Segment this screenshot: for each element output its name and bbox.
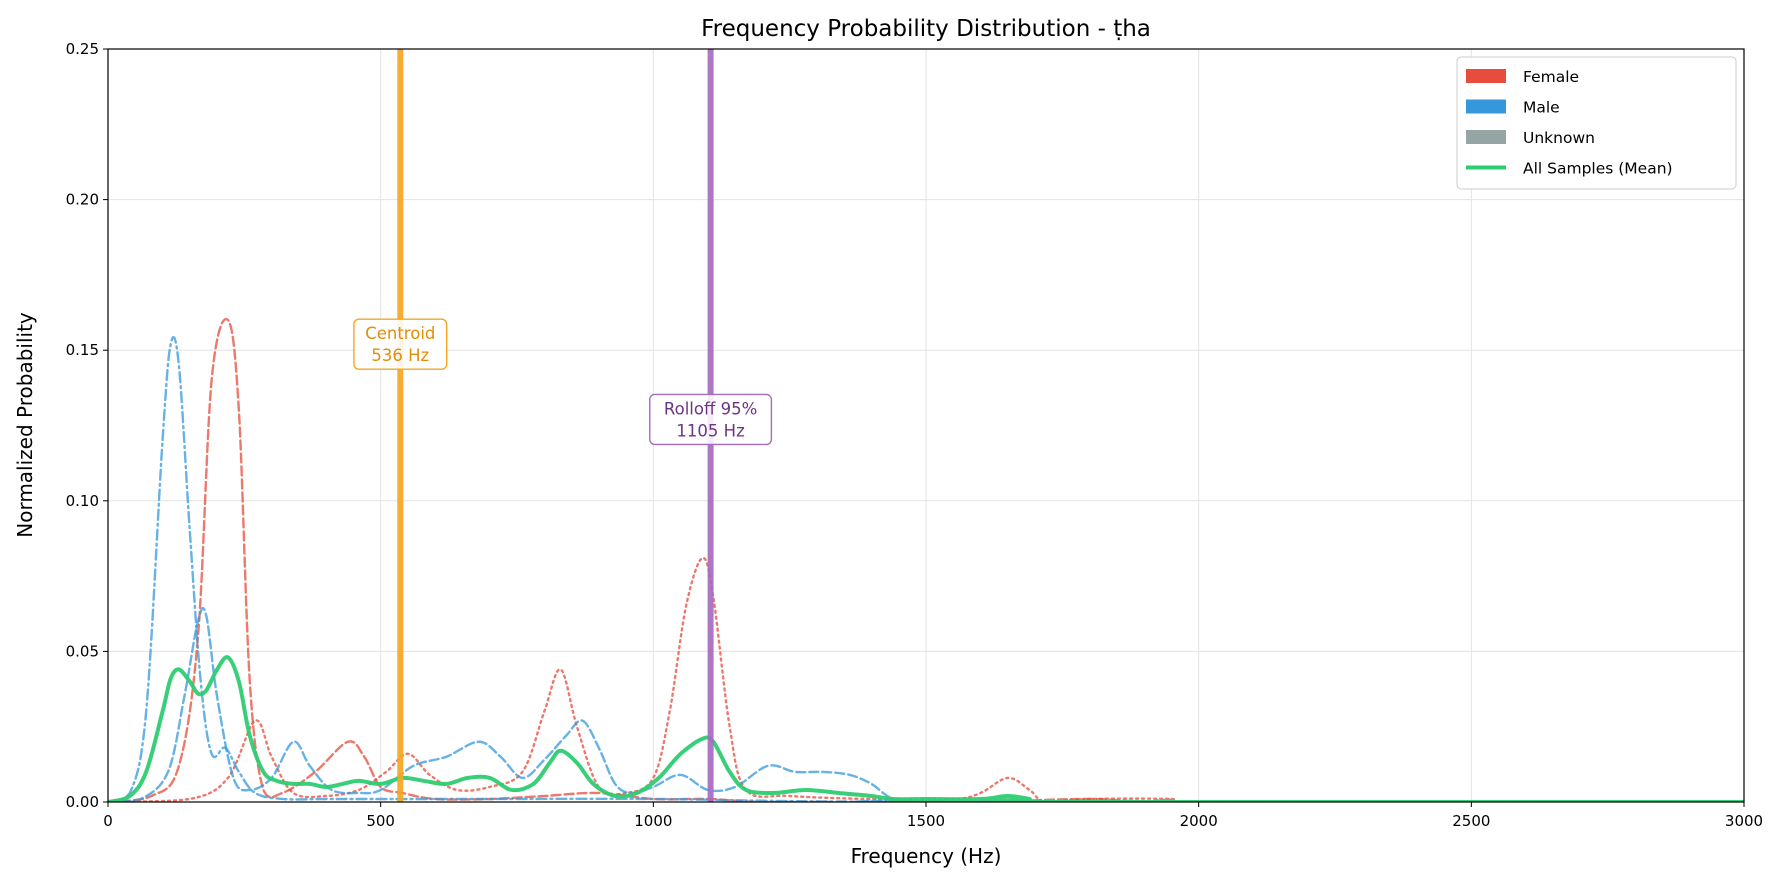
series-line-male-dashed — [108, 606, 1744, 802]
chart-title: Frequency Probability Distribution - ṭha — [701, 16, 1151, 42]
y-axis: 0.00 0.05 0.10 0.15 0.20 0.25 — [66, 40, 108, 811]
rolloff-annotation: Rolloff 95% 1105 Hz — [649, 393, 773, 446]
legend-swatch-male — [1466, 99, 1506, 114]
x-tick-label: 1000 — [634, 812, 672, 830]
y-tick-label: 0.15 — [66, 341, 99, 359]
y-tick-label: 0.10 — [66, 492, 99, 510]
annotations: Centroid 536 Hz Rolloff 95% 1105 Hz — [353, 318, 773, 446]
x-tick-label: 2000 — [1180, 812, 1218, 830]
centroid-annotation-text: Centroid — [365, 324, 435, 343]
series-line-all-samples-mean--solid — [108, 655, 1744, 802]
centroid-annotation: Centroid 536 Hz — [353, 318, 448, 370]
y-tick-label: 0.20 — [66, 191, 99, 209]
legend-label-female: Female — [1523, 68, 1579, 86]
legend-swatch-female — [1466, 69, 1506, 83]
x-axis: 0 500 1000 1500 2000 2500 3000 — [103, 802, 1763, 830]
legend: Female Male Unknown All Samples (Mean) — [1456, 56, 1737, 190]
rolloff-annotation-text: 1105 Hz — [676, 421, 744, 440]
legend-label-all-samples-mean: All Samples (Mean) — [1523, 160, 1673, 178]
x-tick-label: 500 — [366, 812, 395, 830]
legend-swatch-unknown — [1466, 130, 1506, 144]
x-axis-label: Frequency (Hz) — [851, 844, 1002, 868]
centroid-annotation-box — [353, 318, 448, 370]
y-axis-label: Normalized Probability — [13, 312, 37, 538]
rolloff-annotation-box — [649, 393, 773, 446]
centroid-annotation-text: 536 Hz — [371, 346, 429, 365]
rolloff-annotation-text: Rolloff 95% — [664, 399, 757, 418]
y-tick-label: 0.00 — [66, 793, 99, 811]
x-tick-label: 2500 — [1452, 812, 1490, 830]
legend-label-unknown: Unknown — [1523, 129, 1595, 147]
legend-label-male: Male — [1523, 99, 1560, 117]
y-tick-label: 0.05 — [66, 642, 99, 660]
x-tick-label: 3000 — [1725, 812, 1763, 830]
x-tick-label: 0 — [103, 812, 113, 830]
legend-box — [1456, 56, 1737, 190]
series-line-male-dashdot — [108, 335, 1744, 802]
y-tick-label: 0.25 — [66, 40, 99, 58]
x-tick-label: 1500 — [907, 812, 945, 830]
